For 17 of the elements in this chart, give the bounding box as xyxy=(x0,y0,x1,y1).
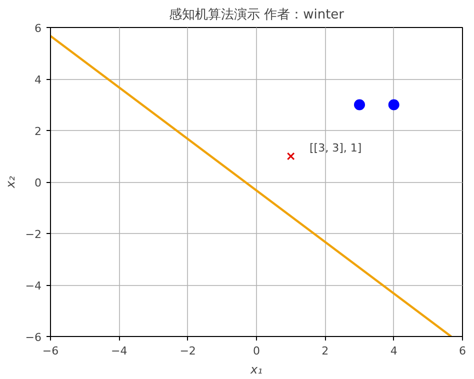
y-tick-label: −2 xyxy=(25,228,42,241)
y-tick-label: 6 xyxy=(34,22,42,35)
y-tick-label: 2 xyxy=(34,125,42,138)
y-tick-label: 0 xyxy=(34,176,42,190)
x-tick-label: −4 xyxy=(111,344,128,358)
x-tick-label: 4 xyxy=(390,344,398,358)
x-tick-label: 2 xyxy=(322,344,329,358)
annotation: [[3, 3], 1] xyxy=(310,142,362,154)
y-axis-title: x₂ xyxy=(3,176,18,189)
y-tick-label: −6 xyxy=(25,331,42,344)
x-axis-title: x₁ xyxy=(250,362,263,376)
y-tick-label: 4 xyxy=(34,74,42,86)
x-tick-label: 6 xyxy=(459,344,466,358)
chart-title: 感知机算法演示 作者：winter xyxy=(168,8,345,22)
y-tick-label: −4 xyxy=(25,280,42,292)
x-tick-label: −2 xyxy=(180,344,196,358)
x-tick-label: 0 xyxy=(253,344,260,358)
